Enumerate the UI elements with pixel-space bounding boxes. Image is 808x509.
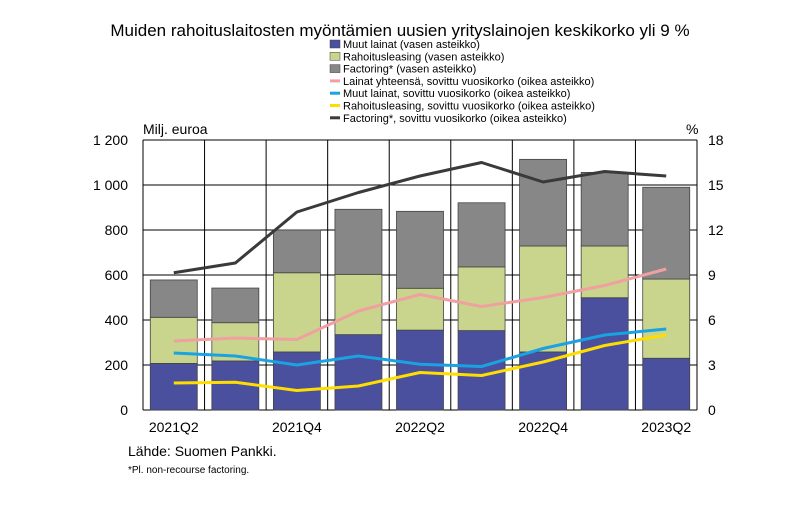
bar-segment-rahoitusleasing [334,273,383,336]
bar-segment-muut-lainat [642,357,691,411]
bar-segment-muut-lainat [396,329,444,411]
bar-segment-muut-lainat [580,297,629,411]
bar-segment-factoring [334,208,383,275]
legend-label: Rahoitusleasing (vasen asteikko) [343,51,504,63]
left-tick-label: 1 000 [93,177,128,193]
bar-segment-muut-lainat [334,334,383,411]
bar-segment-rahoitusleasing [457,266,506,331]
bar-segment-factoring [580,171,629,247]
left-tick-label: 600 [105,267,129,283]
left-tick-label: 800 [105,222,129,238]
right-tick-label: 3 [708,357,716,373]
x-tick-label: 2022Q2 [395,419,445,435]
x-tick-label: 2021Q2 [149,419,199,435]
left-axis-label: Milj. euroa [143,121,208,137]
right-axis-label: % [686,121,698,137]
bar-segment-muut-lainat [272,351,321,411]
left-tick-label: 0 [120,402,128,418]
bar-segment-rahoitusleasing [642,278,691,359]
legend-label: Factoring*, sovittu vuosikorko (oikea as… [343,113,567,125]
legend-label: Lainat yhteensä, sovittu vuosikorko (oik… [343,76,594,88]
left-tick-label: 400 [105,312,129,328]
bar-segment-factoring [457,202,506,268]
line-series-factoring [173,161,667,275]
right-tick-label: 18 [708,132,724,148]
bar-segment-factoring [396,210,444,289]
source-text: Lähde: Suomen Pankki. [128,443,277,459]
legend-swatch [329,52,341,61]
right-tick-label: 9 [708,267,716,283]
bar-segment-muut-lainat [457,330,506,411]
bar-segment-factoring [642,186,691,280]
chart-title: Muiden rahoituslaitosten myöntämien uusi… [110,21,689,40]
x-tick-label: 2023Q2 [641,419,691,435]
x-tick-label: 2022Q4 [518,419,568,435]
bar-segment-muut-lainat [149,363,198,411]
left-tick-label: 200 [105,357,129,373]
right-tick-label: 12 [708,222,724,238]
right-tick-label: 6 [708,312,716,328]
line-series-muut-lainat [173,327,667,368]
legend-label: Muut lainat (vasen asteikko) [343,39,480,51]
legend-swatch [329,64,341,73]
right-tick-label: 15 [708,177,724,193]
right-tick-label: 0 [708,402,716,418]
bar-segment-factoring [519,158,568,247]
bar-segment-factoring [272,229,321,274]
legend-swatch [329,39,341,49]
bar-segment-factoring [149,279,198,318]
left-tick-label: 1 200 [93,132,128,148]
bar-segment-factoring [211,287,260,324]
legend-label: Muut lainat, sovittu vuosikorko (oikea a… [343,88,570,100]
legend-label: Rahoitusleasing, sovittu vuosikorko (oik… [343,101,595,113]
line-series-lainat-yhteensa [173,267,667,343]
x-tick-label: 2021Q4 [272,419,322,435]
legend-label: Factoring* (vasen asteikko) [343,64,476,76]
footnote-text: *Pl. non-recourse factoring. [128,465,249,476]
line-series-rahoitusleasing [173,333,667,392]
